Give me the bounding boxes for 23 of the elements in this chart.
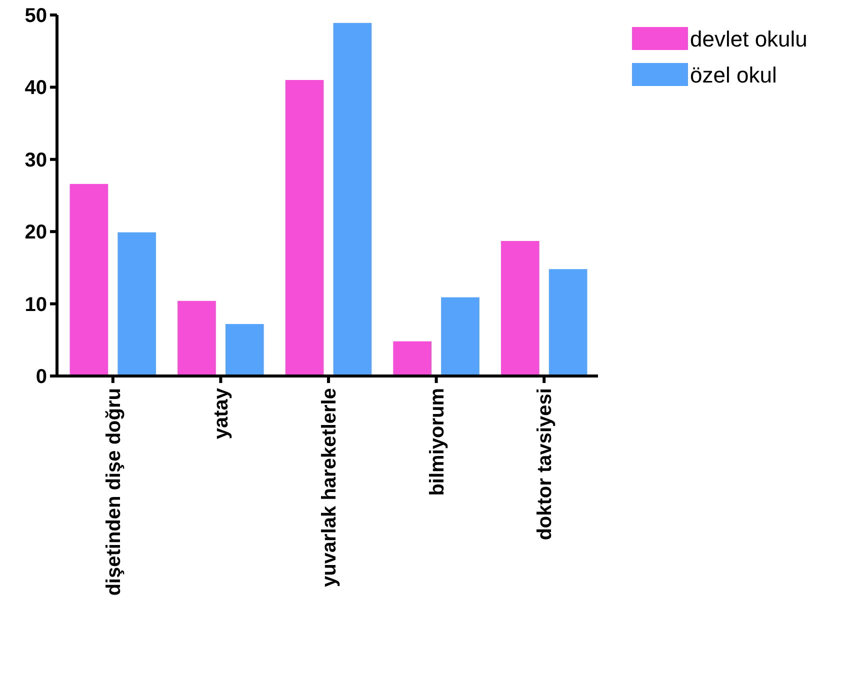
y-tick-label: 30: [24, 149, 47, 172]
bar: [178, 300, 216, 376]
y-tick-label: 20: [24, 222, 47, 244]
y-tick-label: 50: [24, 5, 47, 27]
x-tick-label: doktor tavsiyesi: [534, 388, 556, 540]
bar: [225, 324, 264, 376]
bar: [118, 232, 156, 376]
bar: [441, 297, 480, 376]
x-tick-label: bilmiyorum: [426, 388, 448, 496]
bar: [333, 22, 372, 376]
bar: [500, 240, 540, 376]
bar: [393, 341, 432, 376]
y-tick-label: 0: [36, 366, 47, 388]
bar: [70, 184, 108, 376]
y-tick-label: 10: [24, 294, 47, 316]
legend-label: özel okul: [690, 62, 777, 88]
x-tick-label: yatay: [210, 387, 233, 440]
x-tick-label: yuvarlak hareketlerle: [318, 388, 340, 588]
y-tick-label: 40: [24, 77, 47, 100]
bar: [548, 269, 588, 376]
bar: [285, 80, 324, 376]
x-tick-label: dişetinden dişe doğru: [102, 388, 125, 596]
legend-label: devlet okulu: [690, 26, 808, 52]
